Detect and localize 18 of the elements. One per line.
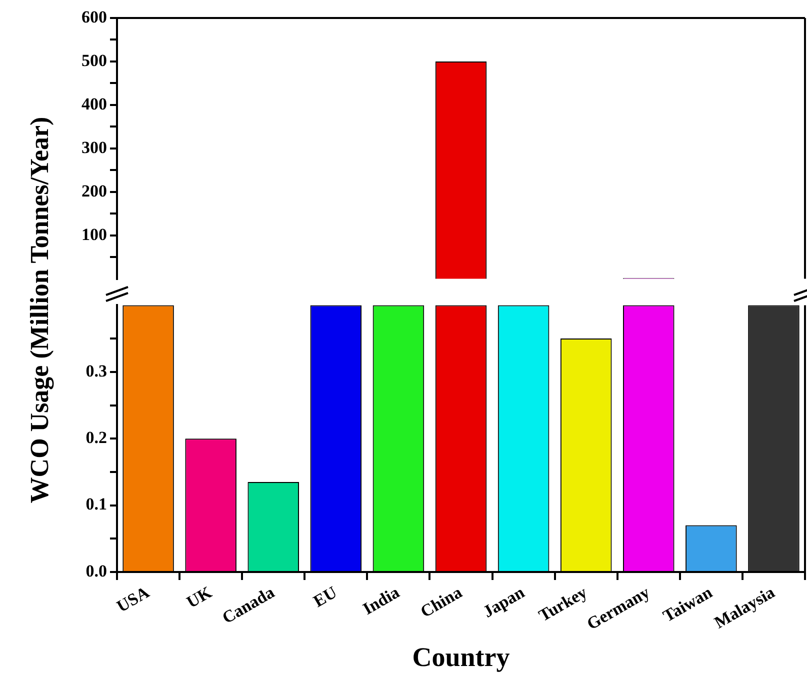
x-axis-title: Country [412,642,510,672]
y-tick-label: 200 [82,181,107,200]
x-tick-label: China [417,582,466,622]
y-tick-label: 0.1 [86,494,107,514]
y-tick-label: 400 [82,94,107,114]
y-axis-title: WCO Usage (Million Tonnes/Year) [25,116,55,504]
x-tick-label: India [360,582,404,618]
y-tick-label: 0.0 [86,561,107,580]
x-tick-label: USA [114,582,154,616]
y-tick-label: 600 [82,7,107,26]
y-tick-label: 300 [82,138,107,157]
x-tick-label: Japan [480,582,528,622]
x-tick-label: UK [183,582,216,612]
y-tick-label: 0.2 [86,428,107,447]
y-tick-label: 0.3 [86,361,107,380]
y-tick-label: 500 [82,50,107,70]
x-tick-label: EU [310,582,340,611]
y-tick-label: 100 [82,224,107,244]
